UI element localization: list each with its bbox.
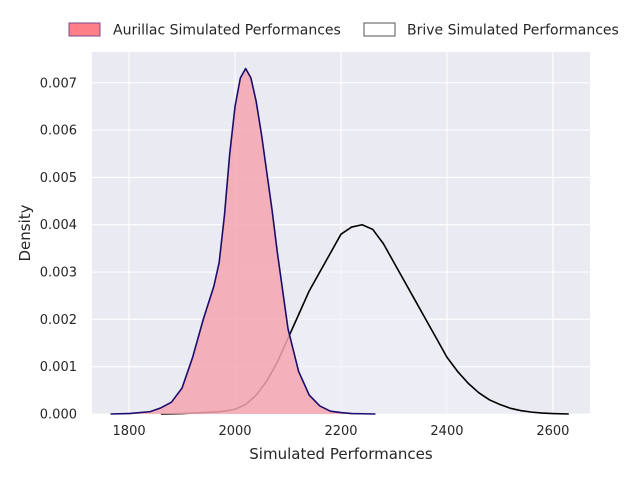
y-axis-label: Density [16,204,34,261]
y-tick-label: 0.007 [40,76,77,91]
series-area-brive [160,224,569,414]
y-tick-label: 0.002 [40,313,77,328]
x-tick-label: 2600 [536,424,569,439]
legend-label-brive: Brive Simulated Performances [407,23,619,39]
y-tick-label: 0.000 [40,408,77,423]
legend-label-aurillac: Aurillac Simulated Performances [113,23,341,39]
y-tick-label: 0.003 [40,266,77,281]
y-tick-labels: 0.000 0.001 0.002 0.003 0.004 0.005 0.006 0.007 [40,76,77,422]
series-line-aurillac [110,67,376,415]
y-tick-label: 0.005 [40,171,77,186]
y-tick-label: 0.006 [40,124,77,139]
y-tick-label: 0.001 [40,360,77,375]
x-tick-label: 2400 [430,424,463,439]
series-area-aurillac [110,68,376,414]
legend-swatch-aurillac [68,22,101,37]
legend-swatch-brive [363,22,396,37]
x-axis-label: Simulated Performances [249,445,433,463]
legend: Aurillac Simulated Performances Brive Si… [68,22,619,39]
x-tick-label: 2000 [218,424,251,439]
y-tick-label: 0.004 [40,218,77,233]
x-tick-label: 2200 [324,424,357,439]
x-tick-labels: 1800 2000 2200 2400 2600 [113,424,570,439]
x-tick-label: 1800 [113,424,146,439]
series-layer [110,67,569,415]
